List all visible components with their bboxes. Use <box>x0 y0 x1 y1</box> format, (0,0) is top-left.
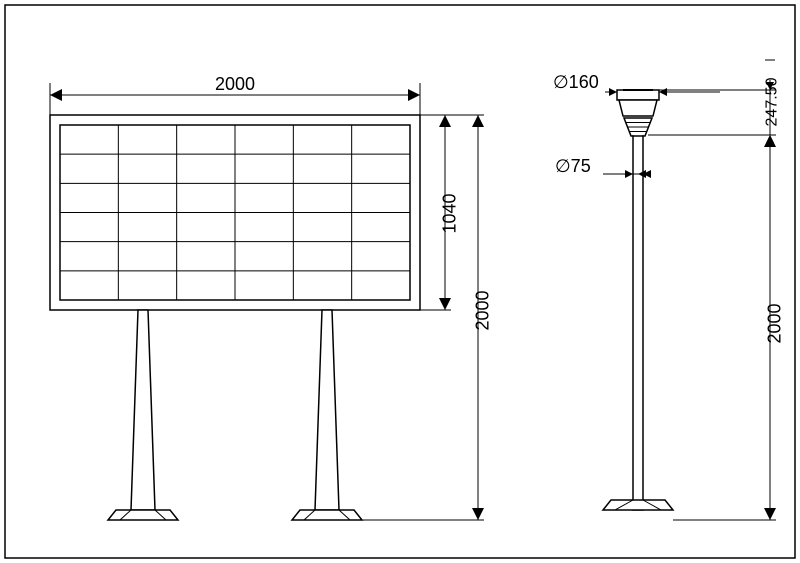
dim-diam-75: ∅75 <box>555 156 591 177</box>
dim-diam-160: ∅160 <box>553 72 599 93</box>
dim-height-2000-side: 2000 <box>765 303 786 343</box>
dim-height-247: 247.50 <box>763 78 781 127</box>
dim-height-2000-front: 2000 <box>473 290 494 330</box>
dim-width-2000: 2000 <box>215 74 255 95</box>
dim-height-1040: 1040 <box>440 193 461 233</box>
engineering-drawing <box>0 0 800 563</box>
